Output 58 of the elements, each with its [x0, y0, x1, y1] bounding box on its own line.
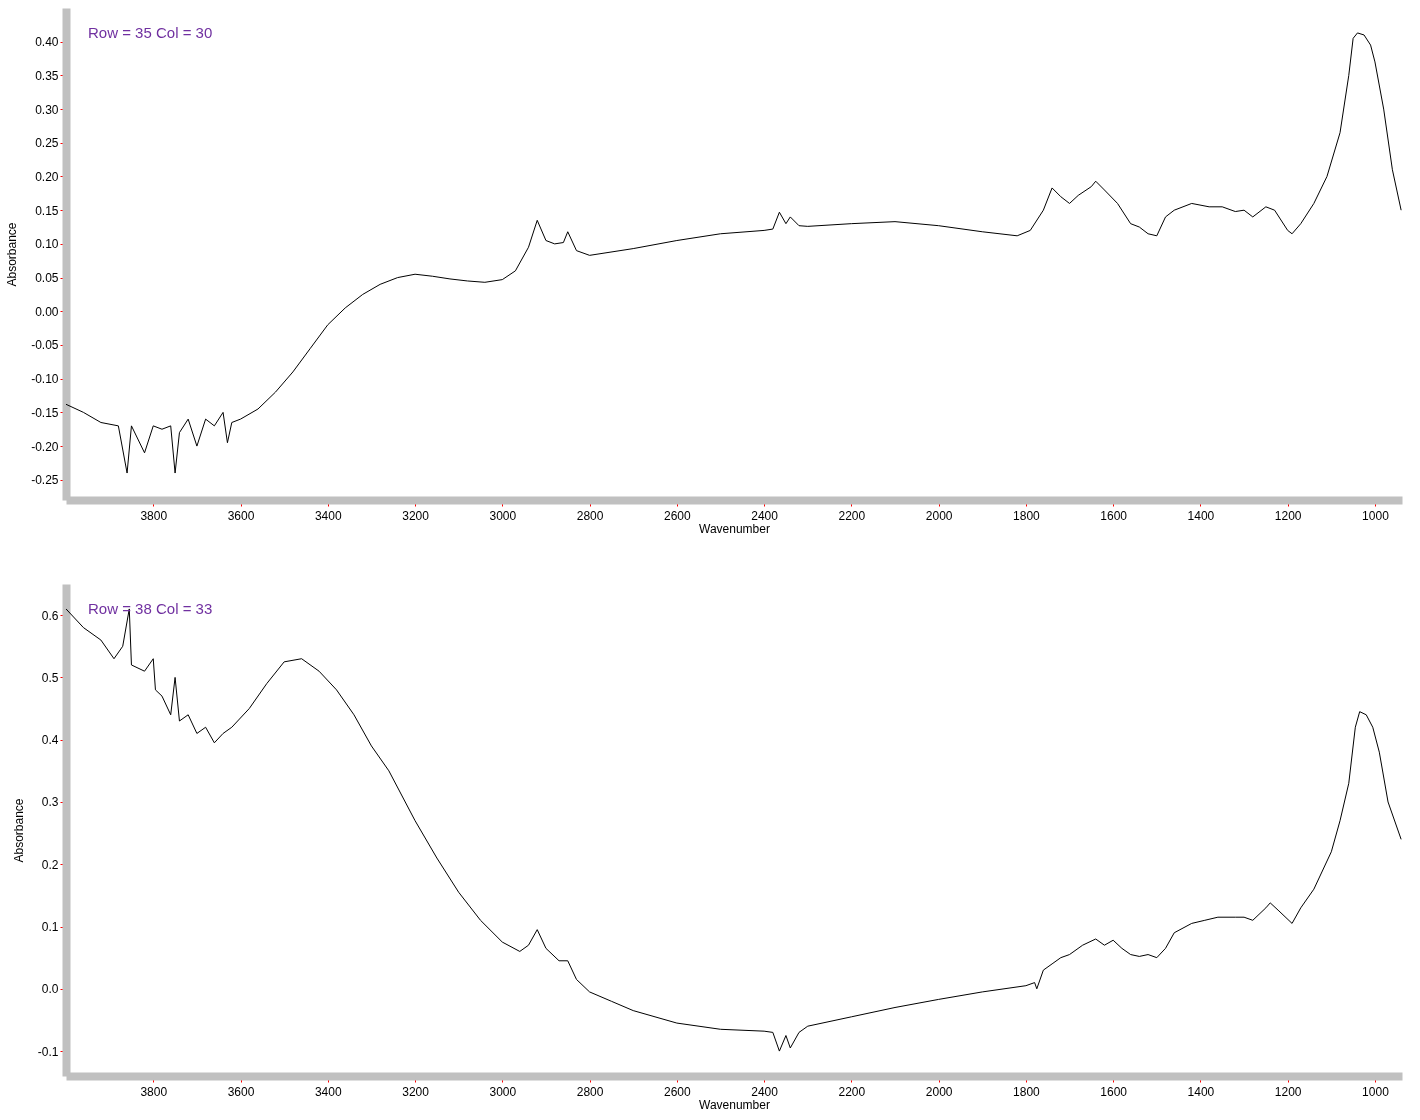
- x-tick-label: 1000: [1362, 508, 1390, 523]
- x-tick-label: 3000: [489, 508, 517, 523]
- x-tick-label: 3800: [140, 508, 168, 523]
- y-tick-label: 0.3: [41, 795, 59, 810]
- y-tick-label: 0.25: [35, 136, 59, 151]
- x-tick-label: 3800: [140, 1084, 168, 1099]
- y-tick-label: 0.0: [41, 982, 59, 997]
- y-axis-title: Absorbance: [11, 798, 26, 863]
- y-tick-label: 0.35: [35, 68, 59, 83]
- y-tick-label: 0.30: [35, 102, 59, 117]
- x-tick-label: 1400: [1187, 508, 1215, 523]
- x-tick-label: 2000: [925, 508, 953, 523]
- y-tick-label: -0.05: [31, 338, 59, 353]
- y-tick-label: 0.4: [41, 733, 59, 748]
- x-tick-label: 3600: [227, 1084, 255, 1099]
- y-tick-label: -0.15: [31, 405, 59, 420]
- y-tick-label: 0.2: [41, 857, 59, 872]
- y-tick-label: 0.20: [35, 169, 59, 184]
- x-tick-label: 1200: [1274, 1084, 1302, 1099]
- x-tick-label: 2600: [663, 1084, 692, 1099]
- x-tick-label: 1800: [1013, 1084, 1041, 1099]
- x-tick-label: 2400: [751, 1084, 779, 1099]
- x-tick-label: 2600: [663, 508, 692, 523]
- x-axis-title: Wavenumber: [699, 521, 770, 536]
- x-tick-label: 2800: [576, 508, 604, 523]
- x-tick-label: 2000: [925, 1084, 953, 1099]
- y-tick-label: 0.00: [35, 304, 59, 319]
- x-tick-label: 1400: [1187, 1084, 1215, 1099]
- x-tick-label: 2400: [751, 508, 779, 523]
- y-tick-label: 0.05: [35, 271, 59, 286]
- x-tick-label: 2200: [838, 1084, 866, 1099]
- y-tick-label: -0.25: [31, 473, 59, 488]
- x-tick-label: 1600: [1100, 1084, 1128, 1099]
- y-tick-label: -0.1: [37, 1044, 59, 1059]
- y-tick-label: 0.1: [41, 920, 59, 935]
- x-tick-label: 2800: [576, 1084, 604, 1099]
- annotation: Row = 38 Col = 33: [88, 600, 213, 617]
- y-tick-label: 0.10: [35, 237, 59, 252]
- x-tick-label: 3600: [227, 508, 255, 523]
- x-tick-label: 1800: [1013, 508, 1041, 523]
- x-axis-title: Wavenumber: [699, 1097, 770, 1112]
- y-tick-label: 0.15: [35, 203, 59, 218]
- y-axis-title: Absorbance: [5, 222, 20, 287]
- x-tick-label: 3000: [489, 1084, 517, 1099]
- y-tick-label: 0.40: [35, 35, 59, 50]
- y-tick-label: -0.20: [31, 439, 59, 454]
- annotation: Row = 35 Col = 30: [88, 24, 213, 41]
- x-tick-label: 1600: [1100, 508, 1128, 523]
- x-tick-label: 2200: [838, 508, 866, 523]
- x-tick-label: 3200: [402, 1084, 430, 1099]
- x-tick-label: 1000: [1362, 1084, 1390, 1099]
- x-tick-label: 3400: [314, 508, 342, 523]
- y-tick-label: -0.10: [31, 372, 59, 387]
- x-tick-label: 1200: [1274, 508, 1302, 523]
- x-tick-label: 3200: [402, 508, 430, 523]
- y-tick-label: 0.6: [41, 608, 59, 623]
- x-tick-label: 3400: [314, 1084, 342, 1099]
- y-tick-label: 0.5: [41, 670, 59, 685]
